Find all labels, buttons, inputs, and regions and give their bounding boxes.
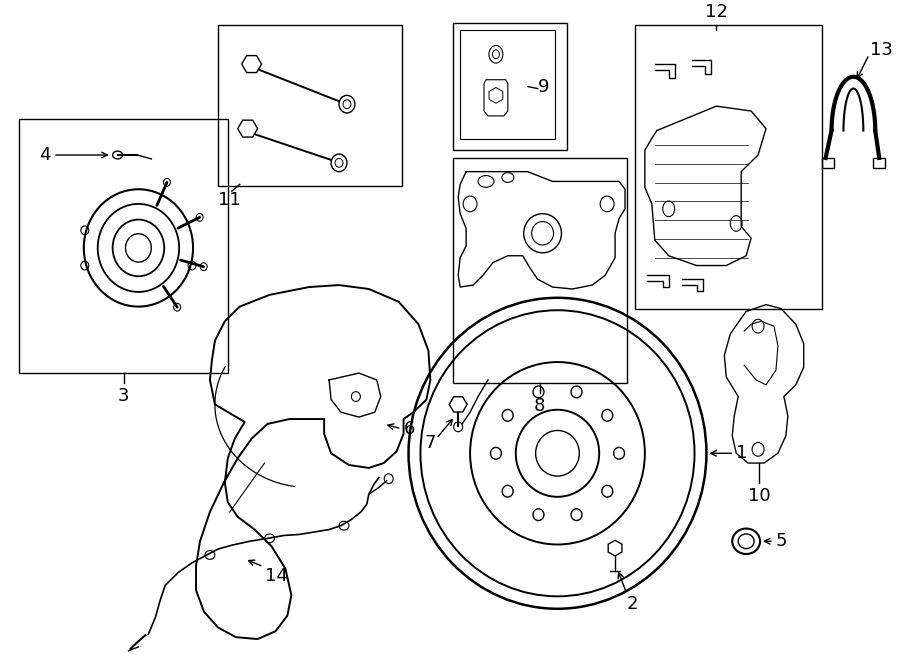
Bar: [218, 25, 401, 186]
Bar: [822, 158, 833, 168]
Text: 2: 2: [627, 595, 638, 613]
Text: 12: 12: [705, 3, 728, 21]
Text: 11: 11: [218, 191, 240, 209]
Bar: [634, 25, 822, 309]
Text: 5: 5: [776, 532, 788, 551]
Text: 10: 10: [748, 486, 770, 504]
Bar: [454, 23, 567, 150]
Text: 6: 6: [403, 420, 415, 438]
Bar: [19, 119, 228, 373]
Text: 4: 4: [40, 146, 51, 164]
Text: 8: 8: [534, 397, 545, 414]
Text: 9: 9: [537, 77, 549, 96]
Bar: [460, 30, 554, 139]
Text: 7: 7: [425, 434, 436, 451]
Text: 3: 3: [118, 387, 130, 405]
Text: 14: 14: [265, 566, 287, 585]
Bar: [873, 158, 886, 168]
Text: 13: 13: [870, 42, 893, 59]
Text: 1: 1: [736, 444, 748, 462]
Bar: [454, 158, 627, 383]
